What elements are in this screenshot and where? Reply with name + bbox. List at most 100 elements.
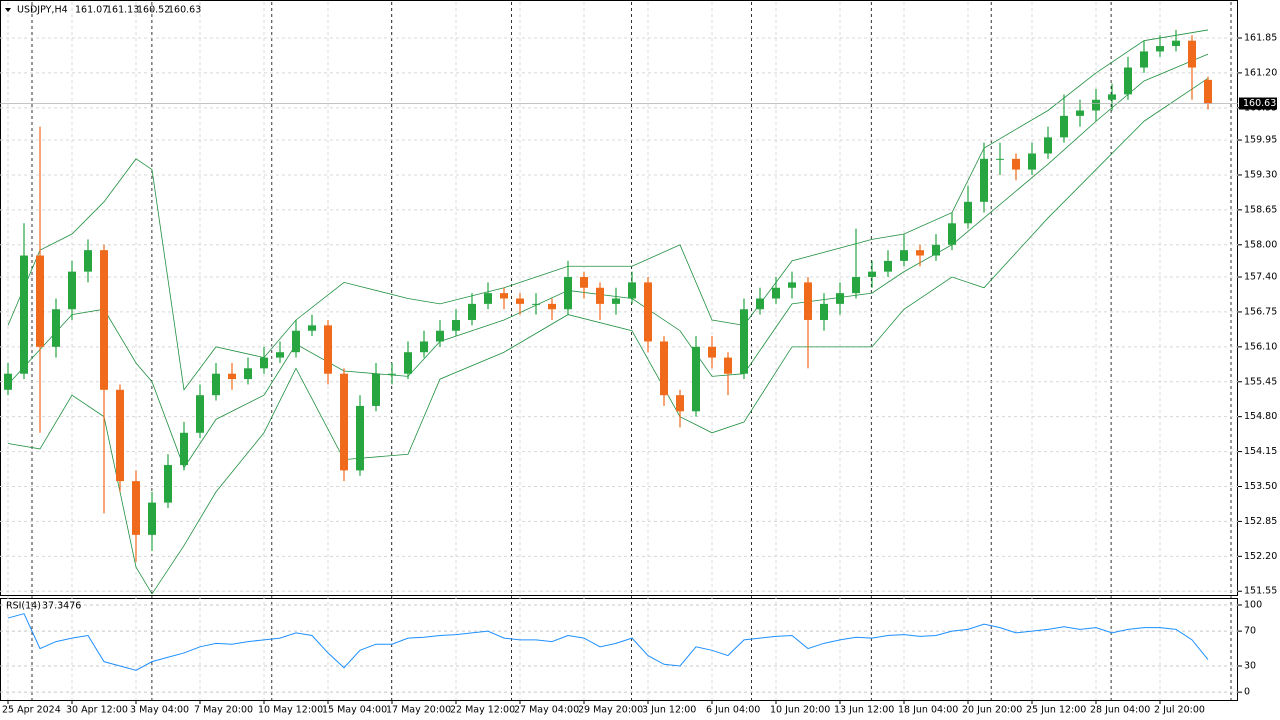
candle-body bbox=[836, 293, 844, 304]
candle-body bbox=[1044, 137, 1052, 154]
candle-body bbox=[148, 502, 156, 535]
candle-body bbox=[276, 352, 284, 358]
y-tick-label: 154.80 bbox=[1244, 411, 1277, 422]
candle-body bbox=[708, 346, 716, 358]
candle-body bbox=[1028, 153, 1036, 170]
candle-body bbox=[660, 341, 668, 396]
candle-body bbox=[852, 277, 860, 294]
candle-body bbox=[164, 465, 172, 503]
candle-body bbox=[116, 389, 124, 482]
y-tick-label: 156.10 bbox=[1244, 341, 1277, 352]
x-tick-label: 22 May 12:00 bbox=[450, 705, 515, 716]
candle-body bbox=[932, 244, 940, 256]
x-tick-label: 18 Jun 04:00 bbox=[898, 705, 958, 716]
candle-body bbox=[132, 481, 140, 535]
candle-body bbox=[900, 250, 908, 261]
y-tick-label: 152.85 bbox=[1244, 516, 1277, 527]
y-tick-label: 161.20 bbox=[1244, 67, 1277, 78]
candle-body bbox=[644, 282, 652, 342]
candle-body bbox=[436, 330, 444, 342]
y-tick-label: 159.30 bbox=[1244, 169, 1277, 180]
x-tick-label: 25 Apr 2024 bbox=[2, 705, 61, 716]
candle-body bbox=[452, 319, 460, 331]
candle-body bbox=[340, 373, 348, 471]
x-tick-label: 7 May 20:00 bbox=[194, 705, 253, 716]
x-tick-label: 29 May 20:00 bbox=[578, 705, 643, 716]
candle-body bbox=[724, 357, 732, 374]
candle-body bbox=[20, 255, 28, 374]
y-tick-label: 151.55 bbox=[1244, 586, 1277, 597]
x-tick-label: 13 Jun 12:00 bbox=[834, 705, 894, 716]
x-tick-label: 17 May 20:00 bbox=[386, 705, 451, 716]
x-tick-label: 20 Jun 20:00 bbox=[962, 705, 1022, 716]
candle-body bbox=[516, 298, 524, 304]
candle-body bbox=[52, 309, 60, 347]
candle-body bbox=[308, 325, 316, 331]
x-tick-label: 10 May 12:00 bbox=[258, 705, 323, 716]
rsi-value: 37.3476 bbox=[42, 601, 81, 612]
y-tick-label: 157.40 bbox=[1244, 272, 1277, 283]
candle-body bbox=[916, 250, 924, 256]
candle-body bbox=[532, 303, 540, 305]
candle-body bbox=[1140, 51, 1148, 68]
candle-body bbox=[388, 373, 396, 375]
overlay: USDJPY,H4 161.07 161.13 160.52 160.63 RS… bbox=[2, 5, 1277, 716]
candle-body bbox=[372, 373, 380, 406]
candle-body bbox=[260, 357, 268, 369]
candle-body bbox=[1204, 79, 1212, 104]
candle-body bbox=[1012, 158, 1020, 170]
x-tick-label: 28 Jun 04:00 bbox=[1090, 705, 1150, 716]
low-value: 160.52 bbox=[137, 5, 170, 16]
symbol: USDJPY,H4 bbox=[17, 5, 68, 16]
x-tick-label: 30 Apr 12:00 bbox=[66, 705, 128, 716]
candle-body bbox=[68, 271, 76, 310]
candle-body bbox=[1060, 115, 1068, 138]
candle-body bbox=[868, 271, 876, 278]
x-tick-label: 10 Jun 20:00 bbox=[770, 705, 830, 716]
plot bbox=[0, 29, 1238, 671]
candle-body bbox=[484, 293, 492, 304]
y-tick-label: 156.75 bbox=[1244, 306, 1277, 317]
candle-body bbox=[500, 293, 508, 299]
x-tick-label: 27 May 04:00 bbox=[514, 705, 579, 716]
grid bbox=[0, 2, 1238, 700]
candle-body bbox=[756, 298, 764, 310]
rsi-line bbox=[7, 613, 1209, 671]
candle-body bbox=[180, 432, 188, 466]
current-price-label: 160.63 bbox=[1243, 98, 1276, 109]
candle-body bbox=[4, 373, 12, 390]
rsi-title: RSI(14) bbox=[6, 601, 41, 612]
price-pane bbox=[0, 0, 1238, 596]
menu-arrow[interactable] bbox=[5, 8, 11, 12]
y-tick-label: 153.50 bbox=[1244, 481, 1277, 492]
candle-body bbox=[324, 325, 332, 374]
y-tick-label: 158.00 bbox=[1244, 239, 1277, 250]
x-tick-label: 2 Jul 20:00 bbox=[1154, 705, 1205, 716]
current-price-tag bbox=[1239, 97, 1277, 110]
x-tick-label: 25 Jun 12:00 bbox=[1026, 705, 1086, 716]
x-tick-label: 15 May 04:00 bbox=[322, 705, 387, 716]
y-tick-label: 159.95 bbox=[1244, 135, 1277, 146]
candle-body bbox=[820, 303, 828, 320]
rsi-y-tick-label: 30 bbox=[1244, 661, 1256, 672]
candle-body bbox=[292, 330, 300, 353]
y-tick-label: 158.65 bbox=[1244, 204, 1277, 215]
candle-body bbox=[628, 282, 636, 299]
y-tick-label: 154.15 bbox=[1244, 446, 1277, 457]
candle-body bbox=[1188, 40, 1196, 68]
candle-body bbox=[468, 303, 476, 320]
candle-body bbox=[196, 395, 204, 433]
candle-body bbox=[36, 255, 44, 347]
candle-body bbox=[980, 158, 988, 202]
candle-body bbox=[356, 405, 364, 471]
rsi-y-tick-label: 0 bbox=[1244, 687, 1250, 698]
y-tick-label: 161.85 bbox=[1244, 32, 1277, 43]
candle-body bbox=[692, 346, 700, 412]
candle-body bbox=[244, 368, 252, 380]
candle-body bbox=[100, 250, 108, 390]
candle-body bbox=[1076, 110, 1084, 116]
close-value: 160.63 bbox=[168, 5, 201, 16]
x-tick-label: 3 May 04:00 bbox=[130, 705, 189, 716]
candle-body bbox=[580, 277, 588, 288]
